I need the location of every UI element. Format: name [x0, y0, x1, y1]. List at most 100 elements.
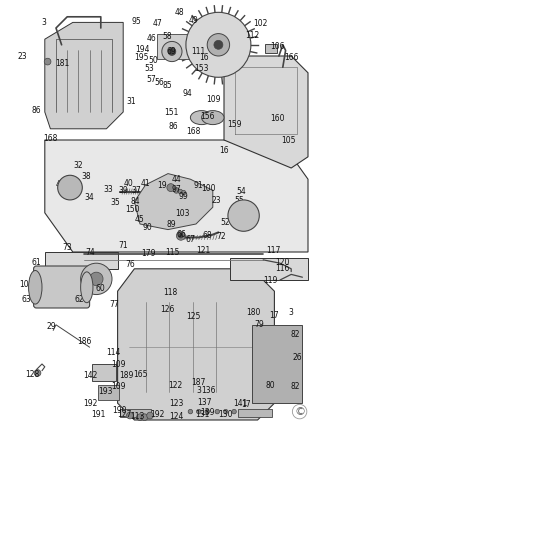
Text: 17: 17 [241, 400, 250, 409]
Text: 100: 100 [202, 184, 216, 193]
Text: 56: 56 [155, 78, 164, 87]
Text: ©: © [294, 407, 305, 417]
FancyBboxPatch shape [34, 266, 90, 308]
Text: 116: 116 [276, 264, 290, 273]
Text: 19: 19 [157, 181, 167, 190]
Circle shape [81, 263, 112, 295]
Polygon shape [45, 252, 118, 269]
Text: 139: 139 [200, 408, 214, 417]
Circle shape [31, 283, 40, 292]
Text: 32: 32 [73, 161, 83, 170]
Text: 137: 137 [197, 398, 212, 407]
Circle shape [34, 370, 41, 376]
Circle shape [228, 200, 259, 231]
Text: 41: 41 [141, 179, 150, 188]
Text: 31: 31 [126, 97, 136, 106]
Text: 97: 97 [171, 185, 181, 194]
Text: 124: 124 [170, 412, 184, 421]
Bar [98, 385, 119, 400]
Text: 54: 54 [236, 187, 246, 196]
Circle shape [207, 34, 230, 56]
Circle shape [90, 272, 103, 286]
Text: 76: 76 [126, 260, 136, 269]
Text: 82: 82 [290, 330, 300, 339]
Text: 39: 39 [118, 186, 128, 195]
Text: 86: 86 [31, 106, 41, 115]
Polygon shape [118, 269, 274, 420]
Text: 46: 46 [147, 34, 157, 43]
Circle shape [141, 414, 148, 421]
Text: 126: 126 [160, 305, 175, 314]
Text: 130: 130 [218, 410, 233, 419]
Circle shape [174, 188, 179, 193]
Bar [92, 364, 116, 381]
Text: 117: 117 [266, 246, 281, 255]
Text: 37: 37 [132, 186, 141, 195]
Text: 91: 91 [193, 181, 203, 190]
Text: 195: 195 [134, 53, 148, 62]
Text: 109: 109 [19, 280, 34, 289]
Text: 52: 52 [220, 218, 230, 227]
Text: 3: 3 [288, 308, 293, 317]
Text: 192: 192 [150, 410, 165, 419]
Text: 16: 16 [219, 146, 228, 155]
Circle shape [215, 409, 220, 414]
Bar [120, 409, 151, 417]
Text: 123: 123 [170, 399, 184, 408]
Text: 29: 29 [46, 322, 56, 331]
Circle shape [137, 414, 143, 421]
Text: 58: 58 [163, 32, 172, 41]
Text: 33: 33 [104, 185, 113, 194]
Circle shape [162, 41, 182, 62]
Text: 136: 136 [202, 386, 216, 395]
Text: 82: 82 [290, 382, 300, 391]
Text: 151: 151 [164, 108, 178, 116]
Text: 125: 125 [186, 312, 201, 321]
Polygon shape [134, 174, 213, 230]
Text: 187: 187 [192, 378, 206, 387]
Text: 159: 159 [227, 120, 242, 129]
Text: 69: 69 [167, 47, 176, 56]
Text: 3: 3 [196, 386, 201, 395]
Text: 118: 118 [164, 288, 178, 297]
Text: 109: 109 [206, 95, 221, 104]
Circle shape [179, 234, 183, 238]
Text: 67: 67 [185, 235, 195, 244]
Text: 119: 119 [263, 276, 278, 284]
Circle shape [127, 412, 133, 419]
Text: 189: 189 [119, 371, 134, 380]
Text: 194: 194 [135, 45, 150, 54]
Ellipse shape [81, 272, 93, 303]
Circle shape [147, 412, 153, 419]
Text: 94: 94 [182, 89, 192, 98]
Text: 128: 128 [25, 370, 39, 379]
Circle shape [58, 175, 82, 200]
Text: 131: 131 [195, 410, 209, 419]
Text: 26: 26 [292, 353, 302, 362]
Text: 99: 99 [179, 192, 189, 200]
Text: 95: 95 [132, 17, 141, 26]
Text: 47: 47 [153, 19, 162, 28]
Bar [157, 34, 193, 59]
Text: 109: 109 [111, 382, 126, 391]
Ellipse shape [190, 111, 213, 125]
Text: 106: 106 [270, 42, 284, 51]
Circle shape [214, 40, 223, 49]
Circle shape [181, 190, 186, 195]
Text: 62: 62 [74, 295, 84, 304]
Circle shape [178, 189, 183, 194]
Text: 23: 23 [211, 196, 221, 205]
Text: 191: 191 [91, 410, 105, 419]
Circle shape [186, 12, 251, 77]
Text: 86: 86 [169, 122, 178, 130]
Ellipse shape [202, 111, 224, 125]
Text: 122: 122 [168, 381, 182, 390]
Text: 79: 79 [255, 320, 264, 329]
Text: 77: 77 [109, 300, 119, 309]
Text: 74: 74 [85, 248, 95, 256]
Polygon shape [45, 140, 308, 252]
Text: 111: 111 [192, 47, 206, 56]
Text: 23: 23 [17, 52, 27, 60]
Text: 190: 190 [112, 406, 127, 415]
Text: 105: 105 [282, 136, 296, 144]
